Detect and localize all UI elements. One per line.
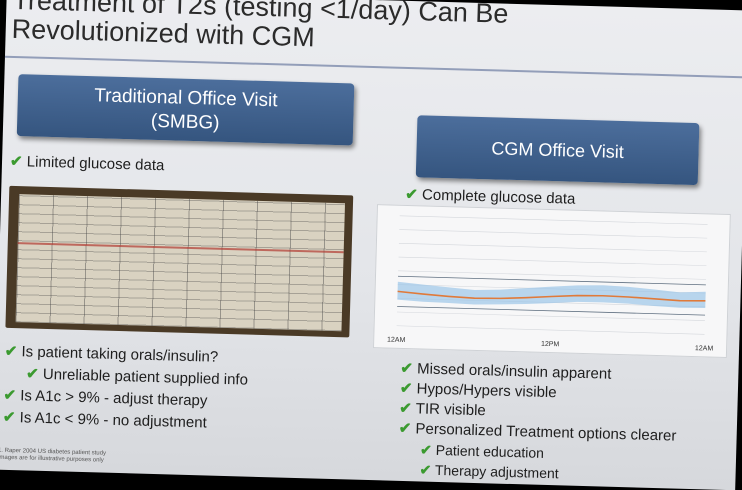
bullet-text: Is A1c > 9% - adjust therapy xyxy=(20,387,208,410)
target-high-line xyxy=(397,275,706,286)
list-item: ✔ TIR visible xyxy=(399,399,486,419)
check-icon: ✔ xyxy=(2,408,16,427)
median-line xyxy=(397,290,706,302)
footnote: 1. Raper 2004 US diabetes patient study … xyxy=(0,448,106,465)
slide-title: Treatment of T2s (testing <1/day) Can Be… xyxy=(11,0,652,62)
grid-line xyxy=(398,270,707,280)
list-item: ✔ Patient education xyxy=(420,441,544,461)
bullet-text: TIR visible xyxy=(415,400,487,420)
glucose-chart: 12AM 12PM 12AM xyxy=(372,204,731,358)
check-icon: ✔ xyxy=(405,185,419,204)
x-tick-label: 12PM xyxy=(541,341,560,349)
list-item: ✔ Is A1c < 9% - no adjustment xyxy=(3,408,207,432)
bullet-text: Therapy adjustment xyxy=(434,461,559,482)
glucose-range-band xyxy=(397,281,706,308)
bullet-text: Hypos/Hypers visible xyxy=(416,380,557,402)
list-item: ✔ Is A1c > 9% - adjust therapy xyxy=(3,386,207,410)
traditional-visit-button[interactable]: Traditional Office Visit (SMBG) xyxy=(16,74,355,146)
bullet-text: Patient education xyxy=(435,441,545,461)
check-icon: ✔ xyxy=(419,461,432,478)
logbook-sheet xyxy=(15,194,346,332)
check-icon: ✔ xyxy=(398,419,412,438)
grid-line xyxy=(396,311,705,321)
logbook-photo xyxy=(5,185,354,338)
x-tick-label: 12AM xyxy=(695,345,714,353)
complete-data-label: Complete glucose data xyxy=(421,186,576,208)
complete-data-feature: ✔ Complete glucose data xyxy=(405,185,576,208)
check-icon: ✔ xyxy=(3,386,17,405)
list-item: ✔ Personalized Treatment options clearer xyxy=(399,419,677,445)
bullet-text: Is A1c < 9% - no adjustment xyxy=(19,409,208,432)
cgm-visit-button[interactable]: CGM Office Visit xyxy=(415,115,700,186)
check-icon: ✔ xyxy=(399,399,413,418)
check-icon: ✔ xyxy=(399,379,413,398)
bullet-text: Personalized Treatment options clearer xyxy=(415,420,677,445)
limited-data-feature: ✔ Limited glucose data xyxy=(10,152,165,174)
check-icon: ✔ xyxy=(400,359,414,378)
list-item: ✔ Hypos/Hypers visible xyxy=(400,379,557,401)
grid-line xyxy=(399,215,708,225)
x-tick-label: 12AM xyxy=(387,336,406,344)
bullet-text: Unreliable patient supplied info xyxy=(42,365,249,389)
grid-line xyxy=(398,242,707,253)
grid-line xyxy=(399,229,708,239)
check-icon: ✔ xyxy=(9,152,23,171)
list-item: ✔ Unreliable patient supplied info xyxy=(26,364,248,388)
check-icon: ✔ xyxy=(4,342,18,361)
check-icon: ✔ xyxy=(25,365,39,383)
grid-line xyxy=(398,256,707,266)
target-low-line xyxy=(397,306,706,316)
check-icon: ✔ xyxy=(419,441,433,458)
bullet-text: Is patient taking orals/insulin? xyxy=(21,343,219,366)
limited-data-label: Limited glucose data xyxy=(26,153,165,175)
grid-line xyxy=(396,325,705,335)
list-item: ✔ Is patient taking orals/insulin? xyxy=(5,342,219,366)
list-item: ✔ Therapy adjustment xyxy=(419,461,559,482)
